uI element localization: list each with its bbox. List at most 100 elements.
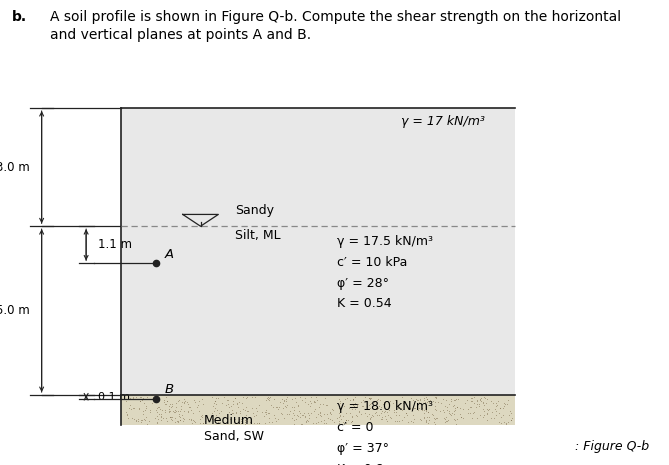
- Text: b.: b.: [12, 10, 27, 24]
- Point: [264, 418, 274, 426]
- Point: [399, 398, 409, 405]
- Point: [365, 414, 376, 421]
- Point: [310, 419, 321, 427]
- Point: [215, 416, 225, 423]
- Point: [295, 409, 306, 416]
- Point: [318, 410, 329, 418]
- Point: [263, 414, 274, 422]
- Point: [156, 411, 167, 418]
- Point: [251, 404, 262, 412]
- Point: [470, 403, 481, 411]
- Point: [502, 397, 513, 404]
- Point: [446, 398, 456, 405]
- Point: [348, 395, 359, 403]
- Point: [173, 397, 184, 405]
- Point: [345, 396, 355, 404]
- Text: 0.1 m: 0.1 m: [98, 392, 130, 402]
- Point: [394, 411, 405, 418]
- Point: [339, 402, 349, 410]
- Point: [381, 415, 391, 422]
- Point: [409, 416, 419, 423]
- Point: [422, 419, 433, 427]
- Point: [499, 418, 510, 426]
- Point: [453, 395, 464, 403]
- Point: [287, 395, 298, 402]
- Point: [478, 402, 489, 409]
- Point: [179, 408, 189, 415]
- Point: [163, 407, 174, 415]
- Point: [347, 413, 357, 420]
- Point: [341, 409, 351, 416]
- Point: [409, 404, 420, 412]
- Point: [348, 400, 359, 408]
- Point: [190, 418, 201, 425]
- Point: [401, 410, 411, 417]
- Point: [170, 418, 181, 425]
- Point: [429, 405, 440, 412]
- Point: [429, 398, 440, 405]
- Point: [175, 416, 185, 424]
- Point: [464, 409, 475, 416]
- Point: [415, 396, 425, 404]
- Point: [268, 395, 279, 403]
- Point: [358, 396, 369, 403]
- Point: [414, 405, 425, 412]
- Point: [302, 418, 313, 425]
- Point: [175, 414, 186, 421]
- Point: [269, 411, 280, 418]
- Point: [434, 408, 445, 415]
- Point: [167, 407, 178, 415]
- Point: [377, 407, 387, 414]
- Point: [372, 405, 383, 412]
- Point: [281, 398, 292, 405]
- Point: [388, 406, 399, 414]
- Point: [155, 416, 166, 424]
- Point: [248, 412, 259, 420]
- Point: [421, 418, 432, 425]
- Point: [122, 411, 132, 418]
- Point: [374, 411, 385, 418]
- Point: [356, 399, 367, 406]
- Point: [451, 396, 462, 403]
- Point: [154, 410, 165, 418]
- Point: [136, 418, 147, 425]
- Point: [320, 419, 331, 427]
- Point: [366, 399, 377, 406]
- Text: $B$: $B$: [164, 383, 174, 396]
- Point: [404, 405, 415, 412]
- Point: [291, 399, 302, 406]
- Point: [206, 393, 217, 401]
- Text: γ = 17.5 kN/m³: γ = 17.5 kN/m³: [337, 235, 433, 248]
- Point: [420, 406, 431, 414]
- Point: [278, 399, 288, 407]
- Point: [336, 415, 347, 422]
- Point: [478, 412, 489, 419]
- Point: [157, 414, 168, 422]
- Point: [169, 408, 179, 416]
- Point: [189, 417, 200, 424]
- Point: [123, 414, 134, 422]
- Point: [259, 412, 270, 419]
- Point: [347, 412, 358, 419]
- Point: [202, 413, 213, 421]
- Point: [133, 417, 144, 425]
- Point: [140, 407, 151, 414]
- Point: [177, 398, 187, 405]
- Point: [294, 393, 305, 400]
- Point: [466, 414, 477, 422]
- Point: [186, 416, 197, 423]
- Point: [324, 416, 335, 423]
- Point: [467, 395, 478, 402]
- Point: [135, 398, 146, 405]
- Point: [147, 399, 158, 407]
- Point: [378, 401, 389, 408]
- Point: [187, 419, 197, 426]
- Point: [197, 412, 208, 419]
- Point: [407, 412, 418, 419]
- Point: [167, 400, 178, 407]
- Point: [172, 418, 183, 425]
- Point: [136, 393, 147, 401]
- Point: [161, 414, 172, 422]
- Point: [128, 405, 139, 412]
- Point: [439, 408, 450, 416]
